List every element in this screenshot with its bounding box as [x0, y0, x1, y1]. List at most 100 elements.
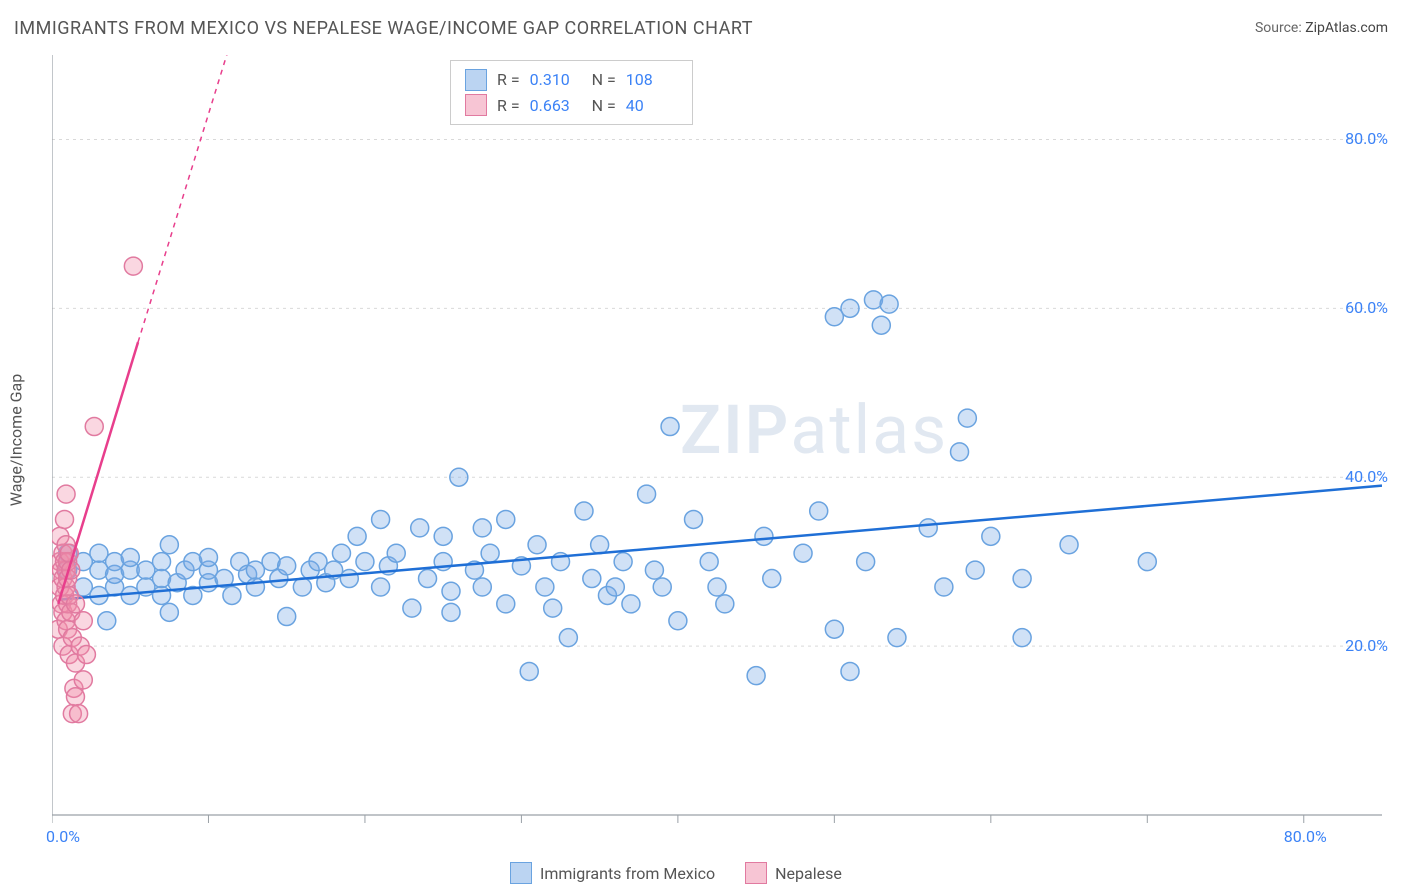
data-point [591, 536, 609, 554]
data-point [293, 578, 311, 596]
data-point [661, 418, 679, 436]
data-point [332, 544, 350, 562]
data-point [442, 582, 460, 600]
legend-swatch [510, 862, 532, 884]
data-point [121, 548, 139, 566]
data-point [66, 688, 84, 706]
data-point [872, 316, 890, 334]
data-point [520, 662, 538, 680]
r-value: 0.310 [530, 67, 582, 93]
y-tick-label: 80.0% [1345, 129, 1388, 148]
data-point [919, 519, 937, 537]
data-point [716, 595, 734, 613]
data-point [583, 570, 601, 588]
data-point [372, 578, 390, 596]
data-point [888, 629, 906, 647]
data-point [700, 553, 718, 571]
data-point [223, 586, 241, 604]
data-point [536, 578, 554, 596]
x-tick-label: 80.0% [1284, 827, 1327, 846]
data-point [575, 502, 593, 520]
data-point [387, 544, 405, 562]
data-point [958, 409, 976, 427]
data-point [74, 671, 92, 689]
data-point [340, 570, 358, 588]
data-point [442, 603, 460, 621]
data-point [669, 612, 687, 630]
data-point [825, 620, 843, 638]
data-point [434, 527, 452, 545]
data-point [372, 510, 390, 528]
data-point [124, 257, 142, 275]
data-point [841, 299, 859, 317]
data-point [153, 553, 171, 571]
data-point [199, 548, 217, 566]
n-label: N = [592, 93, 616, 119]
data-point [528, 536, 546, 554]
data-point [419, 570, 437, 588]
data-point [85, 418, 103, 436]
legend-item: Nepalese [745, 862, 842, 884]
r-label: R = [497, 93, 520, 119]
legend-label: Immigrants from Mexico [540, 864, 715, 883]
x-tick-label: 0.0% [46, 827, 80, 846]
data-point [450, 468, 468, 486]
data-point [497, 510, 515, 528]
data-point [841, 662, 859, 680]
source-value: ZipAtlas.com [1305, 20, 1388, 36]
legend-item: Immigrants from Mexico [510, 862, 715, 884]
chart-area [52, 55, 1382, 835]
stats-legend: R =0.310N =108R =0.663N =40 [450, 60, 693, 125]
data-point [622, 595, 640, 613]
data-point [403, 599, 421, 617]
data-point [982, 527, 1000, 545]
data-point [935, 578, 953, 596]
stats-row: R =0.310N =108 [465, 67, 678, 93]
data-point [966, 561, 984, 579]
data-point [1060, 536, 1078, 554]
data-point [70, 705, 88, 723]
source-attribution: Source: ZipAtlas.com [1255, 20, 1388, 36]
data-point [356, 553, 374, 571]
scatter-chart [52, 55, 1382, 835]
data-point [857, 553, 875, 571]
data-point [614, 553, 632, 571]
data-point [98, 612, 116, 630]
data-point [755, 527, 773, 545]
data-point [645, 561, 663, 579]
data-point [880, 295, 898, 313]
data-point [763, 570, 781, 588]
stats-row: R =0.663N =40 [465, 93, 678, 119]
data-point [246, 578, 264, 596]
data-point [747, 667, 765, 685]
y-tick-label: 20.0% [1345, 636, 1388, 655]
data-point [951, 443, 969, 461]
data-point [559, 629, 577, 647]
data-point [708, 578, 726, 596]
legend-swatch [745, 862, 767, 884]
data-point [1138, 553, 1156, 571]
data-point [638, 485, 656, 503]
legend-swatch [465, 94, 487, 116]
n-label: N = [592, 67, 616, 93]
data-point [473, 578, 491, 596]
y-tick-label: 40.0% [1345, 467, 1388, 486]
data-point [497, 595, 515, 613]
data-point [606, 578, 624, 596]
n-value: 108 [626, 67, 678, 93]
data-point [56, 510, 74, 528]
r-value: 0.663 [530, 93, 582, 119]
data-point [1013, 570, 1031, 588]
data-point [278, 557, 296, 575]
data-point [160, 603, 178, 621]
legend-label: Nepalese [775, 864, 842, 883]
y-axis-label: Wage/Income Gap [7, 374, 26, 506]
bottom-legend: Immigrants from Mexico Nepalese [510, 862, 842, 884]
data-point [653, 578, 671, 596]
data-point [794, 544, 812, 562]
source-label: Source: [1255, 20, 1302, 36]
data-point [77, 646, 95, 664]
data-point [348, 527, 366, 545]
trend-line-extrapolated [138, 55, 240, 342]
data-point [685, 510, 703, 528]
